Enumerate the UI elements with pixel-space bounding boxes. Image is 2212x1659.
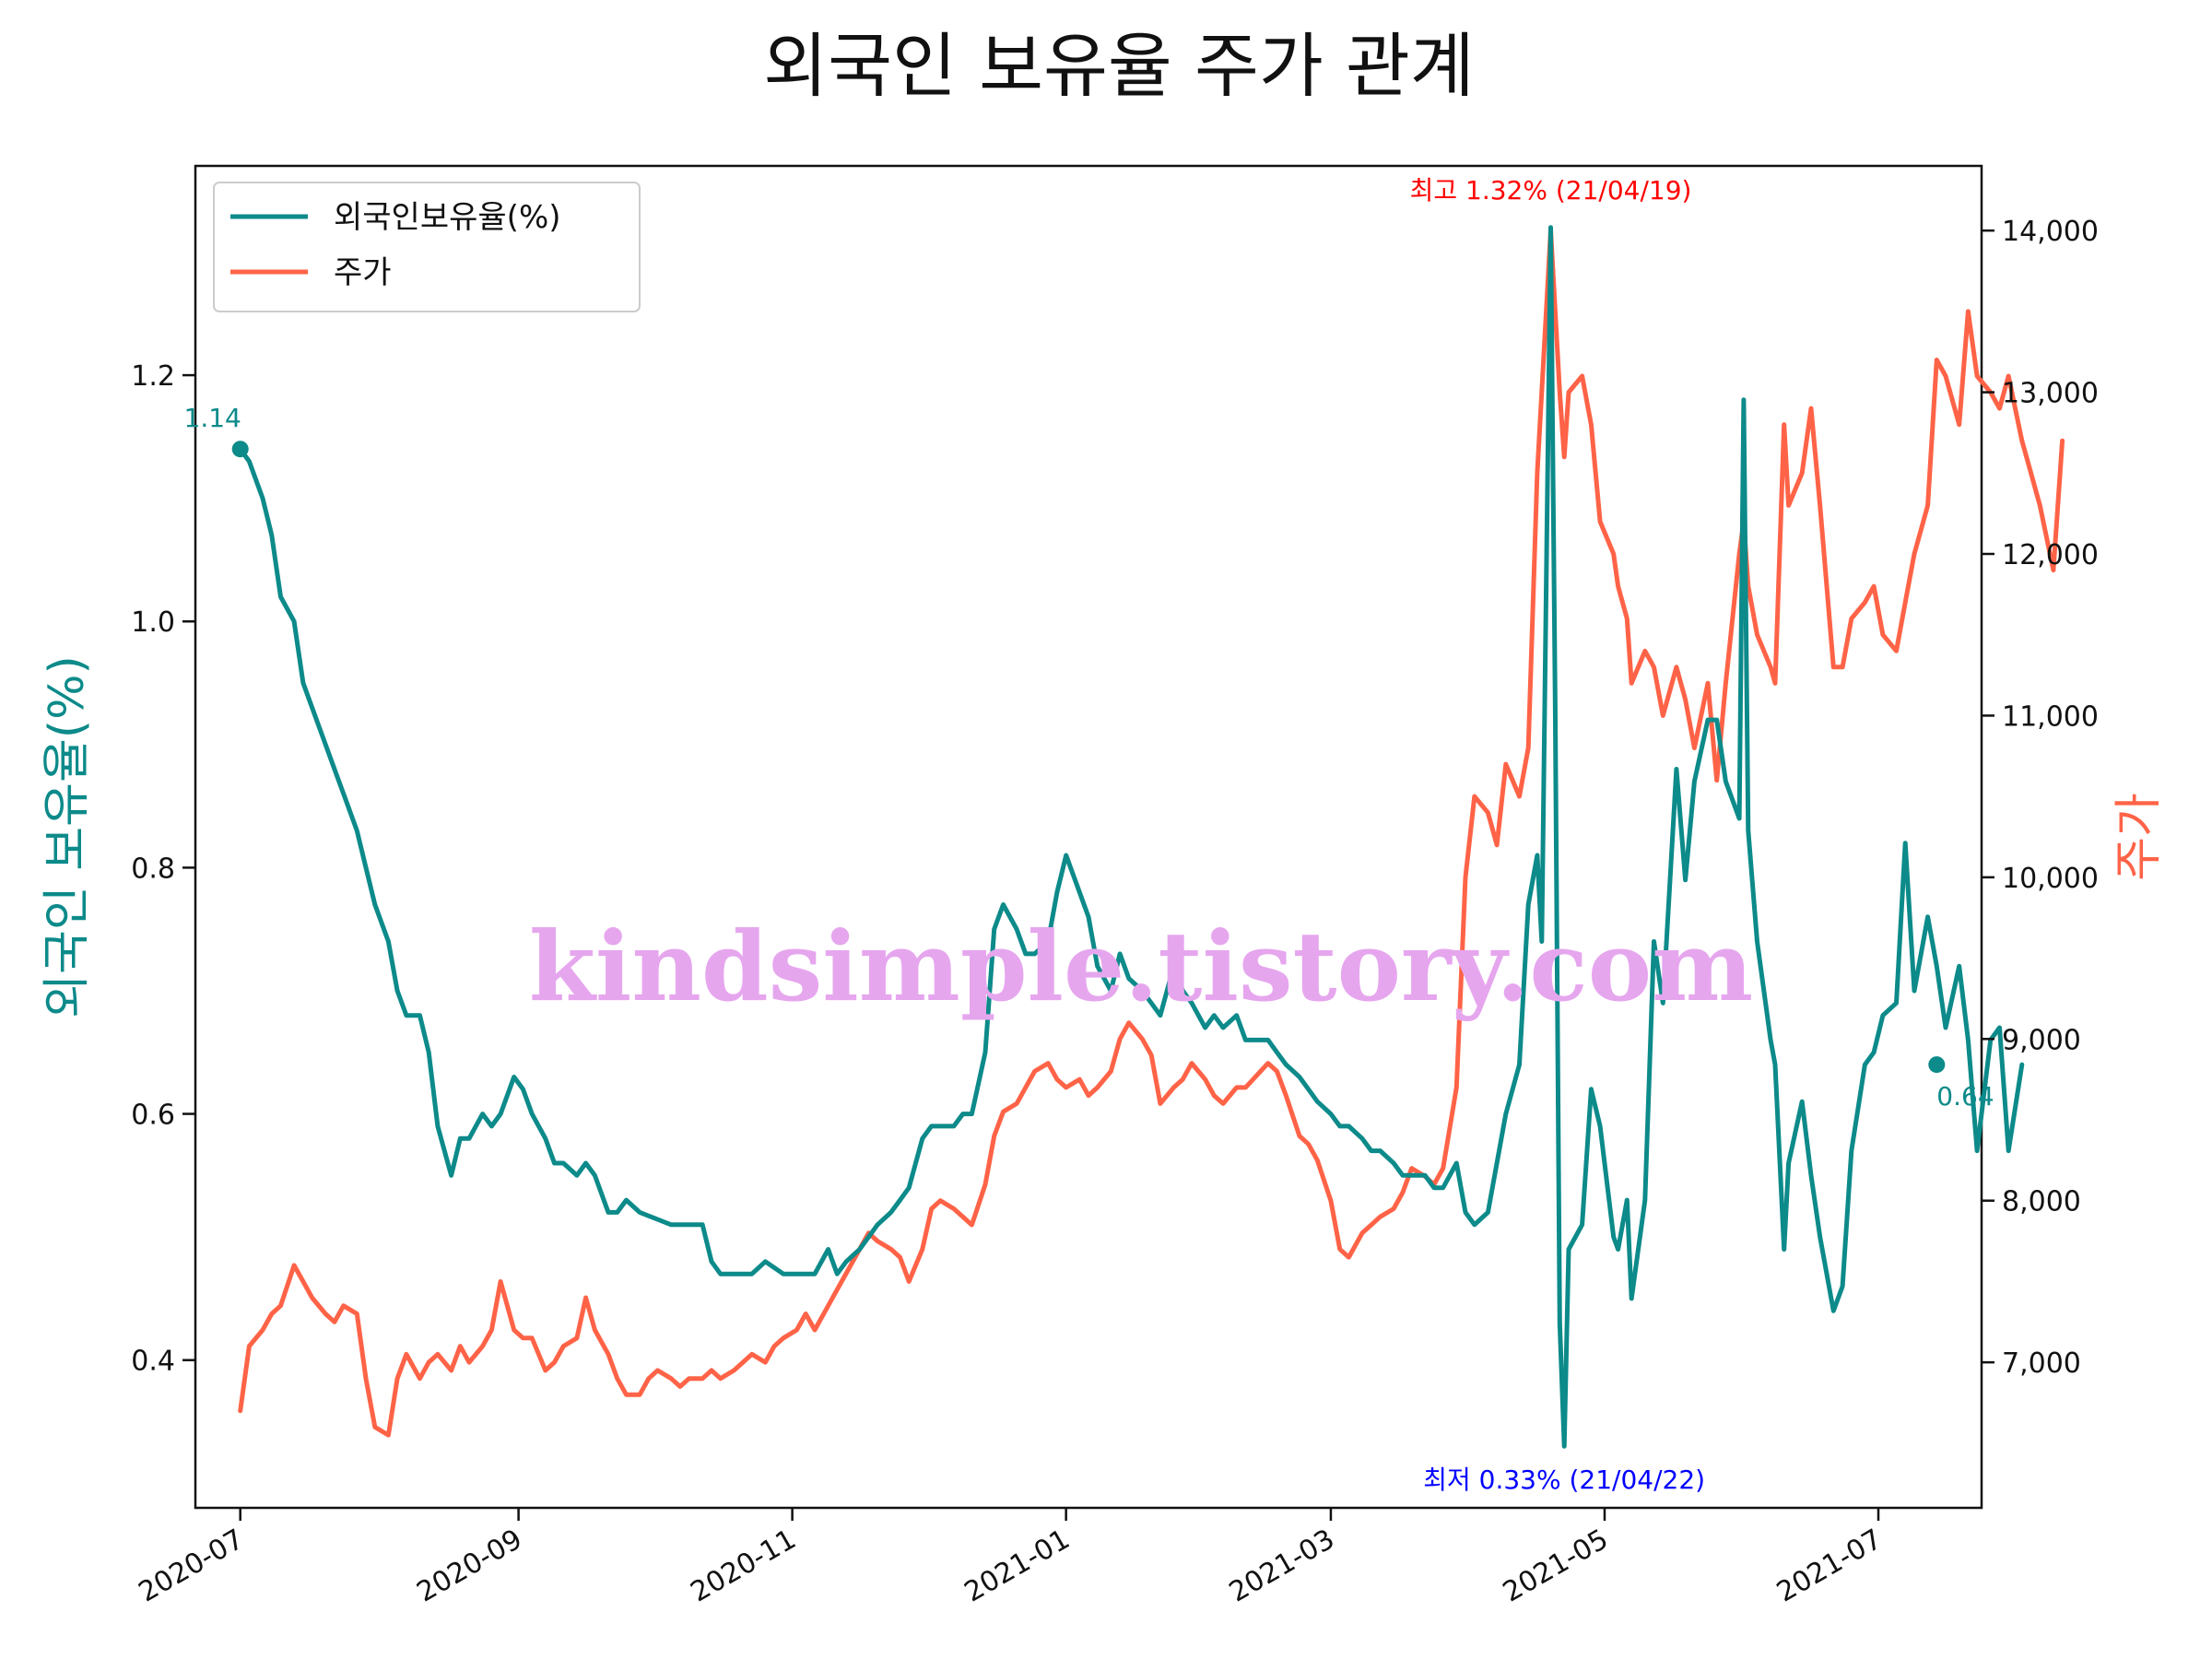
y-tick-label: 0.8 <box>131 853 175 885</box>
y-axis-left: 0.4 0.6 0.8 1.0 1.2 <box>131 360 195 1378</box>
annotations: 1.14 0.64 최고 1.32% (21/04/19) 최저 0.33% (… <box>184 175 1994 1495</box>
y2-tick-label: 11,000 <box>2002 700 2099 733</box>
y2-tick-label: 7,000 <box>2002 1347 2081 1380</box>
y2-tick-label: 8,000 <box>2002 1186 2081 1218</box>
watermark: kindsimple.tistory.com <box>529 910 1753 1023</box>
y-axis-right: 7,000 8,000 9,000 10,000 11,000 12,000 13,000 1… <box>1982 216 2099 1380</box>
series-line-ratio <box>238 225 2025 1449</box>
y-tick-label: 0.4 <box>131 1346 175 1378</box>
x-tick-label: 2021-05 <box>1498 1524 1614 1609</box>
x-tick-label: 2021-03 <box>1224 1524 1340 1609</box>
y-axis-label-right: 주가 <box>2112 793 2167 881</box>
x-tick-label: 2020-11 <box>686 1524 802 1609</box>
x-tick-label: 2020-09 <box>412 1524 528 1609</box>
y2-tick-label: 13,000 <box>2002 378 2099 410</box>
legend-label-price: 주가 <box>334 254 392 291</box>
chart-title: 외국인 보유율 주가 관계 <box>763 25 1475 107</box>
legend: 외국인보유율(%) 주가 <box>213 182 641 312</box>
marker-end <box>1928 1056 1946 1074</box>
y2-tick-label: 12,000 <box>2002 539 2099 571</box>
y-tick-label: 0.6 <box>131 1100 175 1132</box>
marker-start <box>231 441 249 458</box>
x-tick-label: 2020-07 <box>134 1524 250 1609</box>
y2-tick-label: 10,000 <box>2002 863 2099 895</box>
y2-tick-label: 9,000 <box>2002 1024 2081 1056</box>
x-axis: 2020-07 2020-09 2020-11 2021-01 2021-03 2021-… <box>134 1508 1888 1609</box>
x-tick-label: 2021-01 <box>959 1524 1076 1609</box>
y-axis-label-left: 외국인 보유율(%) <box>40 655 95 1018</box>
plot-area <box>194 164 1983 1510</box>
plot-frame <box>194 164 1983 1510</box>
legend-box <box>213 182 641 312</box>
annotation-min: 최저 0.33% (21/04/22) <box>1423 1465 1705 1495</box>
legend-label-ratio: 외국인보유율(%) <box>334 199 561 236</box>
y2-tick-label: 14,000 <box>2002 216 2099 248</box>
y-tick-label: 1.0 <box>131 606 175 639</box>
y-tick-label: 1.2 <box>131 360 175 393</box>
annotation-start-value: 1.14 <box>184 403 241 433</box>
x-tick-label: 2021-07 <box>1771 1524 1888 1609</box>
annotation-max: 최고 1.32% (21/04/19) <box>1410 175 1692 206</box>
series-line-price <box>238 228 2065 1438</box>
series-layer <box>231 225 2065 1449</box>
annotation-end-value: 0.64 <box>1936 1081 1994 1112</box>
